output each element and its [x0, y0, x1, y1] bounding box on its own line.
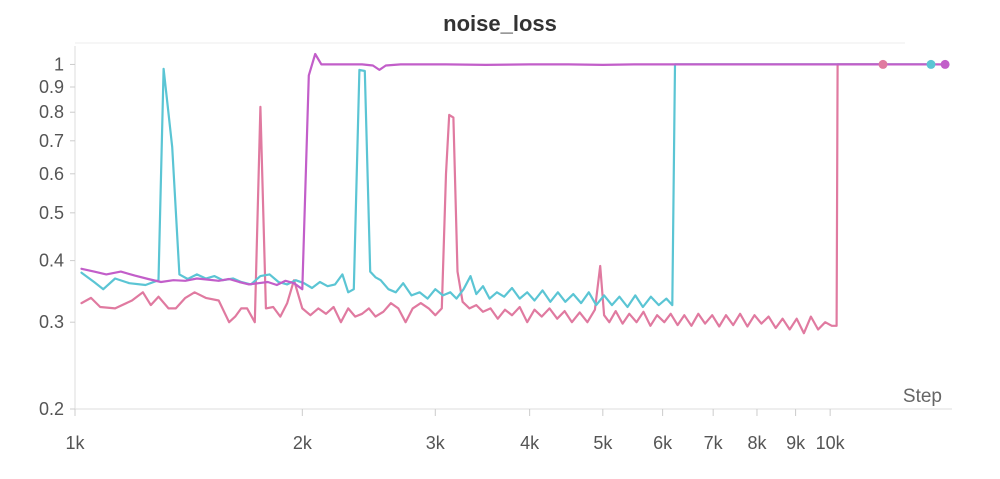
y-tick-label: 1 [54, 54, 64, 74]
x-tick-label: 6k [653, 433, 673, 453]
y-tick-label: 0.7 [39, 131, 64, 151]
x-tick-label: 8k [747, 433, 767, 453]
x-tick-label: 4k [520, 433, 540, 453]
series-line-2 [80, 63, 933, 309]
y-tick-label: 0.6 [39, 164, 64, 184]
y-tick-label: 0.4 [39, 251, 64, 271]
series-line-1 [80, 63, 885, 335]
series-line-3 [80, 52, 947, 291]
y-axis: 0.2 0.3 0.4 0.5 0.6 0.7 0.8 0.9 1 [39, 46, 76, 419]
y-tick-label: 0.9 [39, 77, 64, 97]
x-tick-label: 5k [593, 433, 613, 453]
chart-title: noise_loss [443, 11, 557, 36]
x-tick-label: 1k [65, 433, 85, 453]
end-markers [878, 59, 950, 69]
y-tick-label: 0.5 [39, 203, 64, 223]
plot-series [80, 52, 947, 335]
y-tick-label: 0.8 [39, 102, 64, 122]
x-tick-label: 3k [426, 433, 446, 453]
x-tick-label: 9k [786, 433, 806, 453]
x-tick-label: 2k [293, 433, 313, 453]
x-tick-label: 10k [816, 433, 846, 453]
series-end-point-3 [940, 59, 950, 69]
x-axis: 1k 2k 3k 4k 5k 6k 7k 8k 9k 10k [65, 408, 952, 453]
y-tick-label: 0.2 [39, 399, 64, 419]
y-tick-label: 0.3 [39, 312, 64, 332]
series-end-point-1 [878, 59, 888, 69]
x-tick-label: 7k [704, 433, 724, 453]
series-end-point-2 [926, 59, 936, 69]
x-axis-label: Step [903, 386, 942, 407]
